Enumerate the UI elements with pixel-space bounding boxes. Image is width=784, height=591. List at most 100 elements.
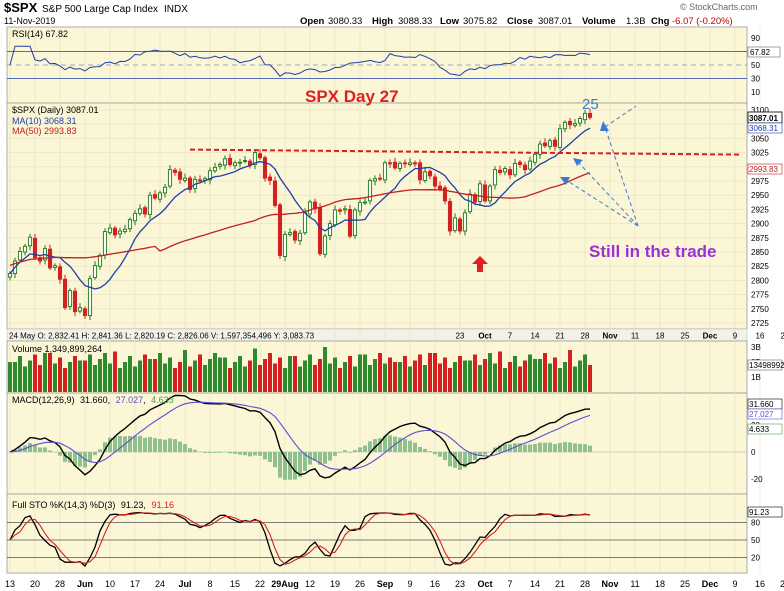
- macd-histogram-bar: [558, 442, 562, 452]
- volume-bar: [218, 357, 222, 392]
- candle-body: [322, 235, 328, 255]
- candle-body: [307, 201, 313, 215]
- candle-body: [57, 266, 63, 280]
- sto-tick-label: 80: [751, 519, 760, 528]
- x-tick-label: 23: [455, 579, 465, 589]
- candle-body: [222, 158, 228, 166]
- macd-histogram-bar: [458, 452, 462, 470]
- x-tick-label: 22: [255, 579, 265, 589]
- volume-bar: [333, 357, 337, 392]
- x-tick-label-inner: 23: [781, 332, 784, 341]
- macd-histogram-bar: [418, 446, 422, 452]
- macd-histogram-bar: [448, 452, 452, 467]
- macd-histogram-bar: [553, 444, 557, 452]
- macd-histogram-bar: [58, 452, 62, 456]
- volume-bar: [63, 368, 67, 392]
- annotation-count: 25: [582, 96, 599, 113]
- volume-bar: [483, 359, 487, 392]
- macd-histogram-bar: [318, 452, 322, 465]
- macd-histogram-bar: [563, 441, 567, 452]
- x-tick-label-inner: Oct: [478, 332, 492, 341]
- volume-bar: [78, 360, 82, 392]
- candle-body: [457, 218, 463, 232]
- macd-histogram-bar: [538, 442, 542, 452]
- macd-histogram-bar: [78, 452, 82, 467]
- candle-body: [122, 228, 128, 233]
- candle-body: [167, 169, 173, 187]
- open-value: 3080.33: [328, 16, 362, 27]
- volume-bar: [363, 354, 367, 392]
- candle-body: [467, 193, 473, 213]
- candle-body: [427, 170, 433, 177]
- candle-body: [97, 254, 103, 267]
- macd-histogram-bar: [368, 441, 372, 452]
- x-tick-label: 13: [5, 579, 15, 589]
- candle-body: [92, 265, 98, 279]
- candle-body: [102, 231, 108, 256]
- rsi-label: RSI(14) 67.82: [12, 29, 68, 39]
- x-tick-label: 9: [732, 579, 737, 589]
- buy-arrow-icon: [472, 256, 488, 272]
- volume-bar: [588, 365, 592, 392]
- resistance-line: [189, 148, 741, 156]
- price-tick-label: 3050: [751, 134, 769, 143]
- volume-bar: [523, 360, 527, 392]
- macd-histogram-bar: [303, 452, 307, 471]
- macd-histogram-bar: [188, 448, 192, 452]
- macd-histogram-bar: [118, 436, 122, 452]
- volume-bar: [23, 366, 27, 392]
- macd-line: [9, 394, 591, 479]
- x-tick-label: 28: [580, 579, 590, 589]
- volume-bar: [133, 366, 137, 392]
- volume-bar: [453, 362, 457, 392]
- macd-histogram-bar: [483, 452, 487, 455]
- volume-bar: [528, 354, 532, 392]
- macd-histogram-bar: [328, 452, 332, 461]
- candle-body: [262, 157, 268, 179]
- macd-histogram-bar: [503, 443, 507, 452]
- macd-tick-label: -20: [751, 475, 763, 484]
- macd-histogram-bar: [383, 435, 387, 452]
- x-tick-label-inner: 14: [531, 332, 540, 341]
- macd-histogram-bar: [68, 452, 72, 463]
- volume-bar: [158, 353, 162, 392]
- candle-body: [242, 160, 248, 163]
- volume-bar: [263, 359, 267, 392]
- candle-body: [157, 192, 163, 200]
- candle-body: [582, 112, 588, 121]
- volume-bar: [238, 356, 242, 392]
- macd-histogram-bar: [398, 437, 402, 452]
- volume-bar: [543, 353, 547, 392]
- low-label: Low: [440, 16, 460, 27]
- volume-bar: [303, 360, 307, 392]
- volume-bar: [298, 366, 302, 392]
- macd-histogram-bar: [193, 449, 197, 452]
- macd-histogram-bar: [48, 450, 52, 452]
- volume-label: Volume: [582, 16, 616, 27]
- value-boxes: 67.82 3087.01 3068.31 2993.83 1349899264…: [747, 46, 784, 518]
- rsi-tick-label: 90: [751, 34, 760, 43]
- volume-bar: [448, 368, 452, 392]
- ma10-last-box: 3068.31: [749, 124, 778, 133]
- candle-body: [412, 162, 418, 165]
- ma10-label: MA(10) 3068.31: [12, 116, 77, 126]
- macd-histogram-bar: [108, 437, 112, 452]
- volume-bar: [413, 360, 417, 392]
- candle-body: [362, 201, 368, 204]
- macd-histogram-bar: [323, 452, 327, 464]
- candle-body: [447, 200, 453, 232]
- candle-body: [217, 164, 223, 167]
- price-label: $SPX (Daily) 3087.01: [12, 105, 99, 115]
- volume-bar: [58, 357, 62, 392]
- x-tick-label: 12: [305, 579, 315, 589]
- candle-body: [462, 212, 468, 232]
- sto-tick-label: 50: [751, 536, 760, 545]
- index-name: S&P 500 Large Cap Index: [42, 4, 158, 15]
- volume-bar: [258, 365, 262, 392]
- candle-body: [327, 223, 333, 236]
- x-tick-label: Oct: [477, 579, 492, 589]
- volume-bar: [288, 356, 292, 392]
- candle-body: [537, 143, 543, 155]
- candle-body: [27, 236, 33, 247]
- candle-body: [497, 169, 503, 173]
